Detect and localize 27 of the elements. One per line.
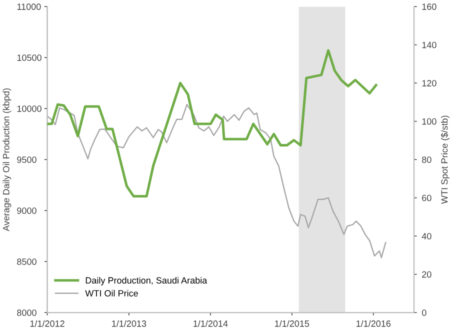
legend-label: WTI Oil Price (85, 290, 138, 297)
y2-axis-title: WTI Spot Price ($/stb) (440, 116, 450, 204)
y2-tick-label: 0 (422, 310, 426, 316)
y-tick-label: 9500 (17, 156, 36, 163)
y2-tick-label: 60 (422, 194, 432, 202)
legend-label: Daily Production, Saudi Arabia (86, 276, 208, 286)
line-series (47, 104, 386, 258)
y-tick-label: 10000 (17, 106, 42, 112)
y-tick-label: 9000 (17, 208, 36, 214)
x-tick-label: 1/1/2012 (30, 320, 64, 327)
y-tick-label: 11000 (17, 4, 41, 10)
y-tick-label: 10500 (17, 54, 42, 61)
x-tick-label: 1/1/2014 (194, 320, 228, 327)
y-tick-label: 8000 (17, 310, 36, 316)
y2-tick-label: 140 (422, 42, 436, 48)
y-axis-title: Average Daily Oil Production (kbpd) (2, 88, 12, 232)
y2-tick-label: 100 (422, 118, 436, 125)
x-tick-label: 1/1/2015 (275, 320, 310, 327)
y2-tick-label: 80 (422, 156, 432, 163)
y2-tick-label: 20 (422, 271, 432, 278)
line-series (47, 49, 378, 198)
x-tick-label: 1/1/2013 (112, 320, 146, 327)
y2-tick-label: 40 (422, 233, 432, 240)
x-tick-label: 1/1/2016 (356, 320, 391, 327)
y2-tick-label: 120 (422, 80, 436, 86)
y2-tick-label: 160 (422, 4, 436, 10)
y-tick-label: 8500 (17, 258, 36, 265)
